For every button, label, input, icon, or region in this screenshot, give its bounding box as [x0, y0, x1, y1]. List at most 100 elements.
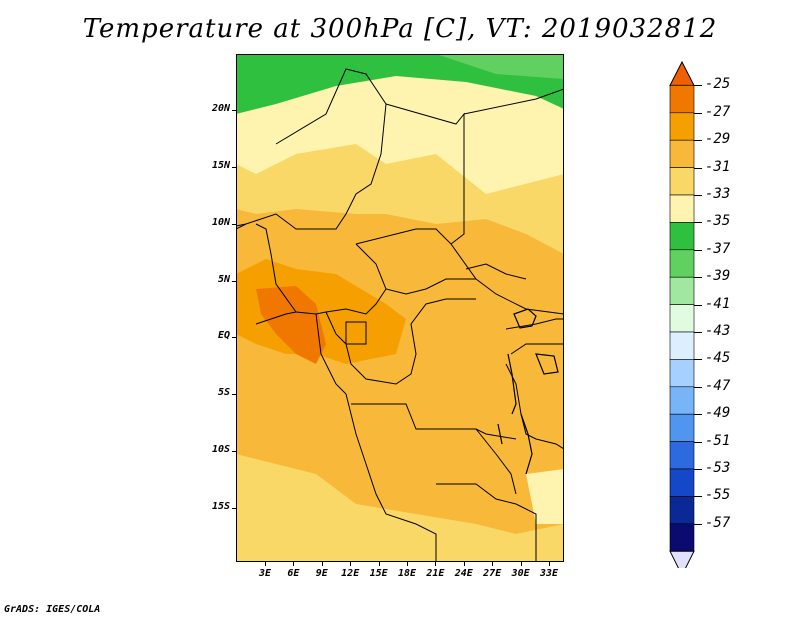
lon-label: 9E — [315, 568, 328, 579]
colorbar-tick — [694, 441, 702, 443]
lon-tick — [378, 562, 380, 566]
colorbar-segment — [669, 304, 695, 333]
colorbar-label: -49 — [705, 405, 731, 422]
colorbar-tick — [694, 277, 702, 279]
lat-label: 15S — [211, 501, 230, 512]
lon-tick — [265, 562, 266, 566]
lon-tick — [492, 562, 494, 566]
colorbar-label: -41 — [705, 295, 731, 312]
colorbar-tick — [694, 167, 702, 169]
colorbar-tick — [694, 112, 702, 114]
colorbar-label: -37 — [705, 240, 731, 257]
colorbar-tick — [694, 496, 702, 498]
colorbar-top-arrow — [669, 60, 695, 86]
colorbar-segment — [669, 359, 695, 388]
colorbar-label: -25 — [705, 76, 731, 93]
lat-label: 10N — [211, 217, 230, 228]
colorbar-segment — [669, 276, 695, 305]
colorbar-tick — [694, 359, 702, 361]
lat-label: 20N — [211, 103, 230, 114]
lat-tick — [232, 167, 236, 168]
lon-label: 30E — [511, 568, 530, 579]
lon-tick — [293, 562, 295, 566]
lon-label: 33E — [539, 568, 559, 579]
lon-tick — [350, 562, 352, 566]
colorbar-tick — [694, 386, 702, 388]
colorbar-segment — [669, 139, 695, 168]
colorbar-tick — [694, 523, 702, 525]
lon-label: 27E — [483, 568, 502, 579]
colorbar-tick — [694, 469, 702, 470]
colorbar-label: -43 — [705, 323, 731, 339]
colorbar-label: -31 — [705, 158, 731, 175]
colorbar-segment — [669, 468, 695, 497]
lat-label: 5N — [217, 274, 230, 285]
lat-label: 5S — [217, 387, 230, 398]
colorbar-segment — [669, 222, 695, 251]
lakes — [497, 308, 559, 475]
lat-tick — [232, 451, 236, 452]
colorbar-segment — [669, 523, 695, 552]
lon-label: 21E — [426, 568, 445, 579]
colorbar-tick — [694, 304, 702, 306]
colorbar-label: -47 — [705, 377, 731, 394]
colorbar-segment — [669, 85, 695, 114]
lat-tick — [232, 224, 236, 225]
colorbar-segment — [669, 331, 695, 360]
lon-tick — [549, 562, 550, 566]
lat-tick — [232, 337, 236, 338]
lon-label: 3E — [258, 568, 272, 579]
field-band-27-core — [236, 259, 406, 364]
credit-text: GrADS: IGES/COLA — [4, 604, 101, 615]
field-band-31-south — [236, 454, 564, 562]
lon-label: 6E — [287, 568, 300, 579]
field-band-33-south-east — [526, 469, 564, 524]
lon-label: 12E — [341, 568, 360, 579]
colorbar-segment — [669, 413, 695, 442]
lon-tick — [463, 562, 465, 566]
field-band-27-west — [256, 286, 326, 364]
colorbar-segment — [669, 194, 695, 223]
colorbar-tick — [694, 140, 702, 142]
lon-label: 15E — [369, 568, 388, 579]
colorbar-tick — [694, 195, 702, 196]
colorbar-bottom-arrow — [669, 550, 695, 568]
colorbar-label: -29 — [705, 131, 731, 148]
colorbar-label: -57 — [705, 514, 731, 531]
country-borders — [236, 68, 564, 562]
colorbar-label: -45 — [705, 350, 731, 367]
colorbar-label: -39 — [705, 268, 731, 285]
colorbar-label: -55 — [705, 487, 731, 504]
colorbar-segment — [669, 249, 695, 278]
lon-tick — [407, 562, 408, 566]
lat-tick — [232, 394, 236, 395]
colorbar-label: -53 — [705, 460, 731, 476]
colorbar-tick — [694, 414, 702, 416]
lon-label: 24E — [454, 568, 473, 579]
lon-tick — [321, 562, 323, 566]
colorbar-label: -27 — [705, 103, 731, 120]
lon-label: 18E — [397, 568, 417, 579]
lat-tick — [232, 281, 236, 282]
lon-tick — [435, 562, 437, 566]
colorbar-tick — [694, 249, 702, 251]
map-title: Temperature at 300hPa [C], VT: 201903281… — [82, 14, 718, 44]
field-band-39-north — [436, 54, 564, 79]
colorbar-segment — [669, 112, 695, 141]
colorbar-tick — [694, 222, 702, 224]
colorbar — [669, 60, 695, 568]
colorbar-segment — [669, 496, 695, 525]
colorbar-segment — [669, 441, 695, 470]
colorbar-tick — [694, 85, 702, 87]
lat-tick — [232, 508, 236, 509]
colorbar-segment — [669, 167, 695, 196]
colorbar-segment — [669, 386, 695, 415]
colorbar-tick — [694, 332, 702, 333]
colorbar-label: -51 — [705, 432, 731, 449]
lat-label: EQ — [217, 330, 230, 341]
lon-tick — [520, 562, 522, 566]
colorbar-label: -33 — [705, 186, 731, 202]
field-band-33-north — [236, 74, 564, 194]
lat-label: 15N — [211, 160, 230, 171]
temperature-map — [236, 54, 564, 562]
